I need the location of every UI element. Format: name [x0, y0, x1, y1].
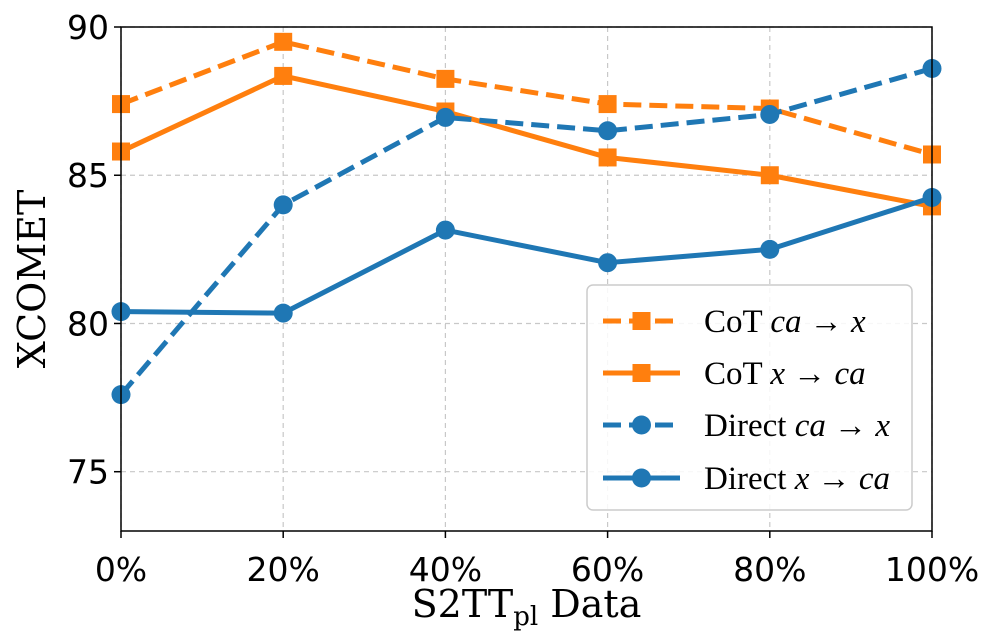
legend-marker: [632, 312, 651, 330]
series-line: [119, 66, 933, 397]
ticks: 0% 20% 40% 60% 80% 100% 75 80 85 90: [67, 8, 979, 589]
data-point: [598, 95, 617, 114]
y-tick-label: 90: [67, 8, 109, 47]
plot-frame: [120, 26, 933, 532]
data-point: [274, 32, 293, 51]
y-tick-label: 80: [67, 304, 109, 343]
legend-item: CoT ca → x: [603, 304, 866, 340]
x-tick-label: 100%: [885, 550, 979, 589]
legend-label: CoT x → ca: [704, 356, 866, 392]
legend-marker: [632, 468, 651, 488]
data-point: [435, 220, 455, 240]
legend-label: Direct x → ca: [704, 461, 890, 497]
data-point: [760, 239, 780, 259]
x-axis-label: S2TTpl Data: [412, 582, 642, 632]
legend-marker: [632, 364, 651, 382]
data-point: [760, 166, 779, 185]
x-tick-label: 80%: [733, 550, 806, 589]
legend-label: Direct ca → x: [704, 408, 890, 444]
y-tick-label: 75: [67, 453, 109, 492]
data-point: [598, 148, 617, 167]
data-point: [598, 121, 618, 141]
data-point: [436, 69, 455, 88]
data-point: [435, 107, 455, 127]
series-1: [112, 32, 941, 164]
data-point: [760, 104, 780, 124]
x-tick-label: 60%: [571, 550, 644, 589]
series-line: [120, 39, 933, 157]
legend-label: CoT ca → x: [704, 304, 866, 340]
series-line: [119, 73, 933, 209]
data-point: [273, 195, 293, 215]
legend: CoT ca → x CoT x → ca Direct ca → x Direct …: [586, 284, 913, 511]
legend-item: Direct x → ca: [603, 461, 890, 497]
data-point: [273, 303, 293, 323]
y-tick-label: 85: [67, 156, 109, 195]
series-4: [111, 187, 942, 323]
x-tick-label: 40%: [409, 550, 482, 589]
series-line: [120, 195, 933, 316]
legend-item: CoT x → ca: [603, 356, 866, 392]
data-point: [274, 66, 293, 85]
data-point: [598, 253, 618, 273]
x-tick-label: 20%: [247, 550, 320, 589]
legend-item: Direct ca → x: [603, 408, 890, 444]
legend-box: [586, 284, 913, 511]
y-axis-label: XCOMET: [10, 190, 54, 369]
x-tick-label: 0%: [95, 550, 147, 589]
legend-marker: [632, 415, 651, 435]
